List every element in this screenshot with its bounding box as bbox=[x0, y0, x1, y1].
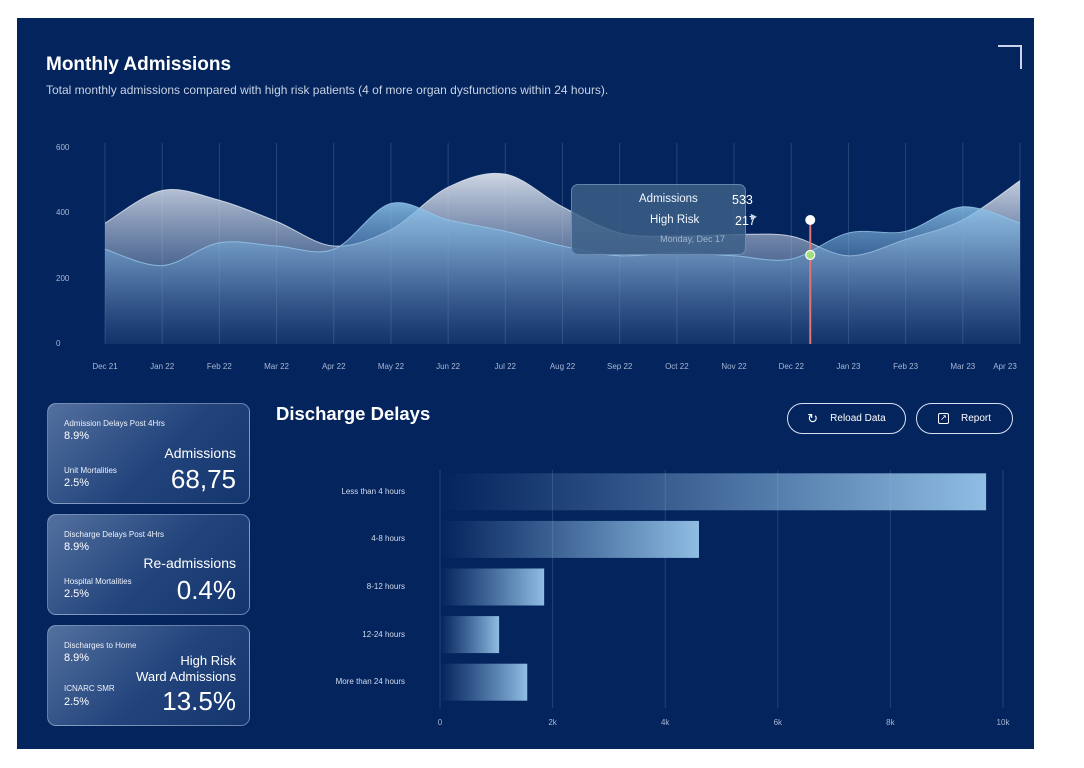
x-tick-label: Mar 23 bbox=[950, 362, 976, 371]
kpi-card-high-risk[interactable]: Discharges to Home 8.9% ICNARC SMR 2.5% … bbox=[47, 625, 250, 726]
card-big-number: 13.5% bbox=[162, 686, 236, 716]
bar-4-8-hours[interactable] bbox=[440, 520, 699, 558]
reload-data-button[interactable]: ↻ Reload Data bbox=[787, 403, 906, 434]
card-value: 8.9% bbox=[64, 541, 90, 553]
series-area-high-risk bbox=[105, 202, 1020, 344]
tooltip-admissions-value: 533 bbox=[732, 193, 753, 207]
high-risk-point bbox=[805, 249, 816, 261]
reload-icon: ↻ bbox=[807, 410, 819, 426]
y-tick-label: 400 bbox=[56, 208, 70, 218]
bar-category-label: Less than 4 hours bbox=[341, 486, 405, 496]
card-title-line1: High Risk bbox=[180, 653, 236, 668]
x-tick-label: Sep 22 bbox=[607, 362, 633, 371]
card-title: Re-admissions bbox=[143, 555, 236, 571]
bar-category-label: 4-8 hours bbox=[371, 534, 405, 544]
x-tick-label: Dec 21 bbox=[92, 362, 118, 371]
admissions-area-chart[interactable] bbox=[17, 18, 1034, 749]
tooltip-date: Monday, Dec 17 bbox=[660, 234, 725, 244]
chart-tooltip: Admissions 533 High Risk 217 Monday, Dec… bbox=[571, 184, 757, 255]
card-label: Discharges to Home bbox=[64, 641, 137, 650]
admissions-point bbox=[805, 215, 816, 225]
x-tick-label: Nov 22 bbox=[721, 362, 747, 371]
bar-x-tick-label: 6k bbox=[773, 718, 783, 727]
x-tick-label: Jan 22 bbox=[150, 362, 175, 371]
card-label: Admission Delays Post 4Hrs bbox=[64, 419, 165, 428]
bar-category-label: 8-12 hours bbox=[366, 582, 405, 591]
page-title: Monthly Admissions bbox=[46, 54, 232, 75]
bar-x-tick-label: 10k bbox=[996, 718, 1010, 727]
card-value: 2.5% bbox=[64, 477, 90, 489]
x-tick-label: Oct 22 bbox=[665, 362, 689, 371]
x-tick-label: Jan 23 bbox=[836, 362, 861, 371]
card-value: 8.9% bbox=[64, 430, 90, 442]
x-tick-label: Jul 22 bbox=[494, 362, 516, 371]
kpi-card-admissions[interactable]: Admission Delays Post 4Hrs 8.9% Unit Mor… bbox=[47, 403, 250, 504]
bar-x-tick-label: 2k bbox=[548, 718, 557, 727]
x-tick-label: Dec 22 bbox=[778, 362, 804, 371]
dashboard-panel: Monthly Admissions Total monthly admissi… bbox=[17, 18, 1034, 749]
card-big-number: 0.4% bbox=[176, 575, 236, 605]
tooltip-high-risk-value: 217 bbox=[735, 214, 756, 228]
bar-12-24-hours[interactable] bbox=[440, 616, 500, 654]
external-link-icon: ↗ bbox=[937, 413, 949, 424]
card-title: Admissions bbox=[164, 445, 236, 461]
x-tick-label: Apr 23 bbox=[993, 362, 1017, 371]
x-tick-label: Feb 22 bbox=[206, 362, 232, 371]
card-label: Hospital Mortalities bbox=[64, 577, 132, 586]
card-label: Discharge Delays Post 4Hrs bbox=[64, 530, 165, 539]
card-title-line2: Ward Admissions bbox=[136, 669, 236, 684]
kpi-card-readmissions[interactable]: Discharge Delays Post 4Hrs 8.9% Hospital… bbox=[47, 514, 250, 615]
bar-x-tick-label: 4k bbox=[660, 718, 670, 727]
card-value: 2.5% bbox=[64, 588, 90, 600]
card-label: ICNARC SMR bbox=[64, 684, 115, 693]
corner-bracket-icon bbox=[998, 45, 1022, 69]
card-big-number: 68,75 bbox=[170, 464, 236, 494]
report-button[interactable]: ↗ Report bbox=[916, 403, 1013, 434]
x-tick-label: Aug 22 bbox=[549, 362, 576, 371]
y-tick-label: 200 bbox=[56, 273, 70, 283]
card-value: 8.9% bbox=[64, 652, 90, 664]
report-label: Report bbox=[960, 413, 991, 424]
discharge-delays-title: Discharge Delays bbox=[276, 403, 431, 424]
y-tick-label: 0 bbox=[56, 339, 61, 348]
card-label: Unit Mortalities bbox=[64, 466, 117, 475]
series-line-high-risk bbox=[104, 202, 1021, 267]
bar-less-than-4-hours[interactable] bbox=[440, 473, 987, 511]
x-tick-label: Feb 23 bbox=[893, 362, 919, 371]
bar-x-tick-label: 8k bbox=[886, 718, 895, 727]
tooltip-high-risk-label: High Risk bbox=[650, 214, 700, 226]
x-tick-label: Mar 22 bbox=[264, 362, 290, 371]
x-tick-label: Jun 22 bbox=[436, 362, 461, 371]
bar-x-tick-label: 0 bbox=[437, 718, 443, 727]
tooltip-admissions-label: Admissions bbox=[639, 193, 698, 205]
page-subtitle: Total monthly admissions compared with h… bbox=[46, 83, 609, 97]
y-tick-label: 600 bbox=[56, 143, 70, 152]
bar-category-label: More than 24 hours bbox=[335, 677, 405, 687]
x-tick-label: Apr 22 bbox=[321, 362, 346, 371]
reload-data-label: Reload Data bbox=[830, 413, 886, 424]
bar-more-than-24-hours[interactable] bbox=[440, 663, 528, 701]
bar-category-label: 12-24 hours bbox=[362, 629, 405, 639]
x-tick-label: May 22 bbox=[377, 362, 405, 371]
bar-8-12-hours[interactable] bbox=[440, 568, 545, 606]
tooltip-pointer-icon: ▶ bbox=[750, 212, 757, 221]
card-value: 2.5% bbox=[64, 696, 90, 708]
